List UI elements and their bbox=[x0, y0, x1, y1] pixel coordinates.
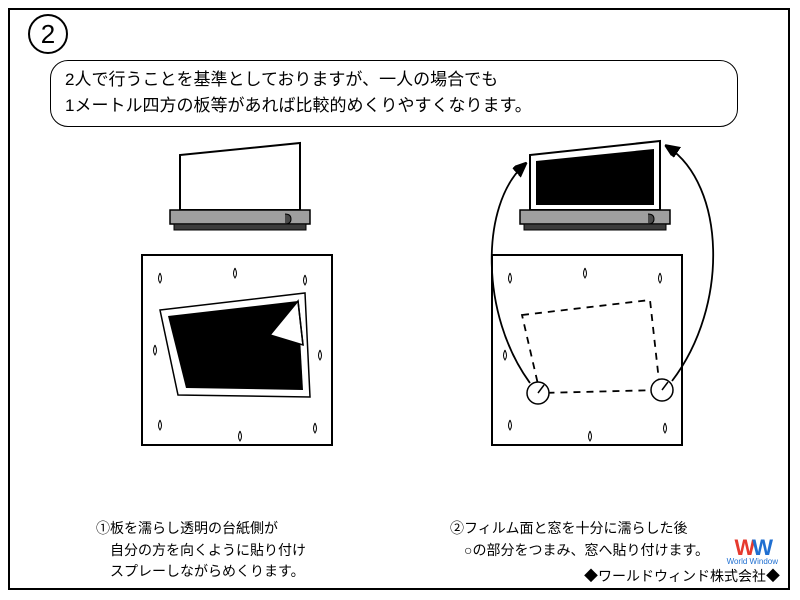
header-line-1: 2人で行うことを基準としておりますが、一人の場合でも bbox=[65, 70, 498, 89]
panel-step-2: ②フィルム面と窓を十分に濡らした後 ○の部分をつまみ、窓へ貼り付けます。 bbox=[450, 135, 750, 561]
water-droplets-right-icon bbox=[504, 268, 667, 441]
car-window-with-film-icon bbox=[520, 141, 670, 230]
panel-step-1: ①板を濡らし透明の台紙側が 自分の方を向くように貼り付け スプレーしながらめくり… bbox=[100, 135, 400, 583]
step-number-badge: 2 bbox=[28, 14, 68, 54]
panel-step-1-svg bbox=[100, 135, 400, 505]
header-note-bubble: 2人で行うことを基準としておりますが、一人の場合でも 1メートル四方の板等があれ… bbox=[50, 60, 738, 127]
brand-logo-mark-icon: WW bbox=[727, 537, 778, 559]
panel-1-caption: ①板を濡らし透明の台紙側が 自分の方を向くように貼り付け スプレーしながらめくり… bbox=[96, 518, 400, 583]
sprayer-car-window-icon bbox=[170, 143, 310, 230]
dashed-film-outline-icon bbox=[522, 300, 660, 393]
footer-company-name: ◆ワールドウィンド株式会社◆ bbox=[584, 566, 780, 586]
brand-logo-text: World Window bbox=[727, 557, 778, 566]
brand-logo: WW World Window bbox=[727, 537, 778, 566]
panel-2-caption: ②フィルム面と窓を十分に濡らした後 ○の部分をつまみ、窓へ貼り付けます。 bbox=[450, 518, 750, 561]
header-line-2: 1メートル四方の板等があれば比較的めくりやすくなります。 bbox=[65, 96, 532, 115]
film-on-board-icon bbox=[160, 293, 310, 397]
wet-board-right-icon bbox=[492, 255, 682, 445]
panel-step-2-svg bbox=[450, 135, 770, 505]
